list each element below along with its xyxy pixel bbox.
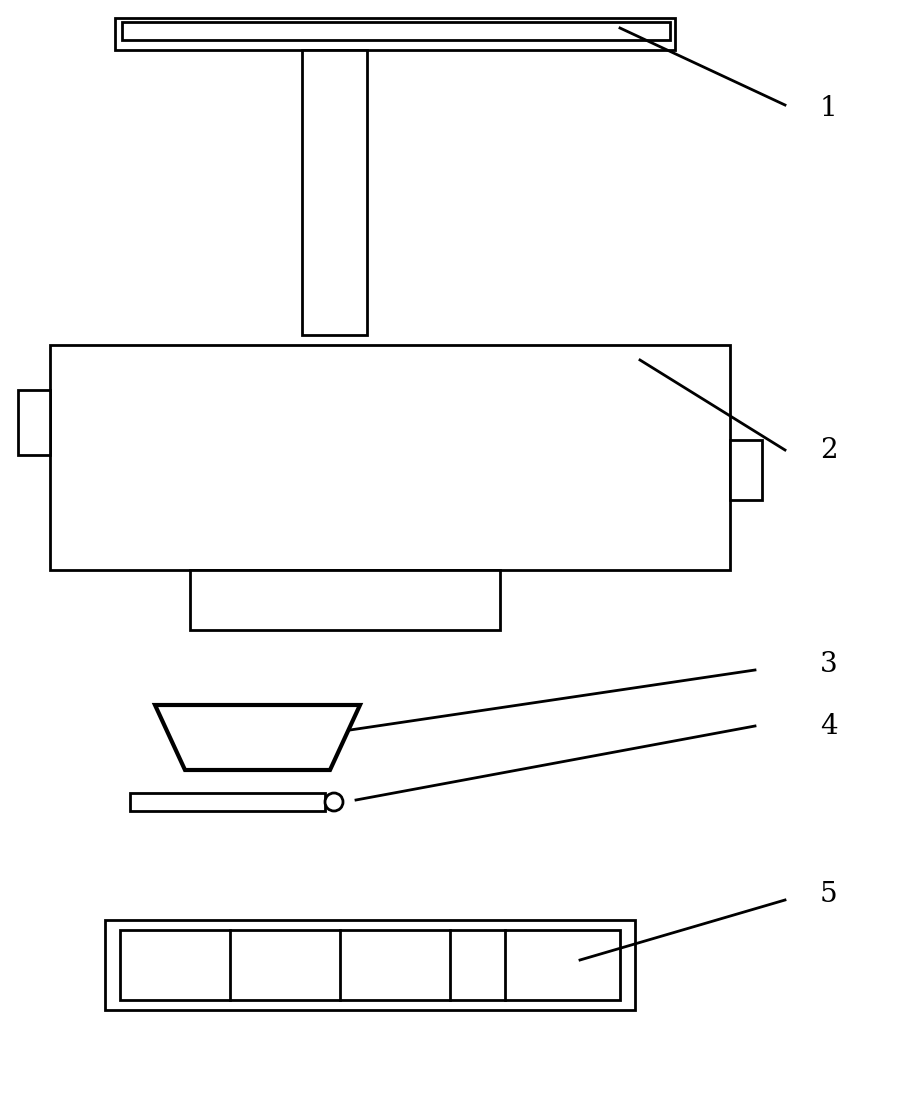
Text: 4: 4 bbox=[819, 713, 837, 740]
Bar bbox=[115, 17, 675, 50]
Text: 3: 3 bbox=[819, 651, 837, 679]
Bar bbox=[120, 930, 620, 1000]
Text: 1: 1 bbox=[819, 94, 837, 121]
Bar bbox=[122, 22, 669, 40]
Bar bbox=[729, 440, 761, 500]
Polygon shape bbox=[155, 705, 360, 769]
Bar bbox=[105, 920, 634, 1010]
Bar bbox=[130, 794, 325, 811]
Bar bbox=[18, 390, 50, 455]
Text: 2: 2 bbox=[819, 436, 837, 463]
Circle shape bbox=[325, 794, 343, 811]
Bar bbox=[189, 571, 500, 630]
Text: 5: 5 bbox=[819, 881, 837, 908]
Bar bbox=[50, 345, 729, 571]
Bar bbox=[301, 50, 366, 334]
